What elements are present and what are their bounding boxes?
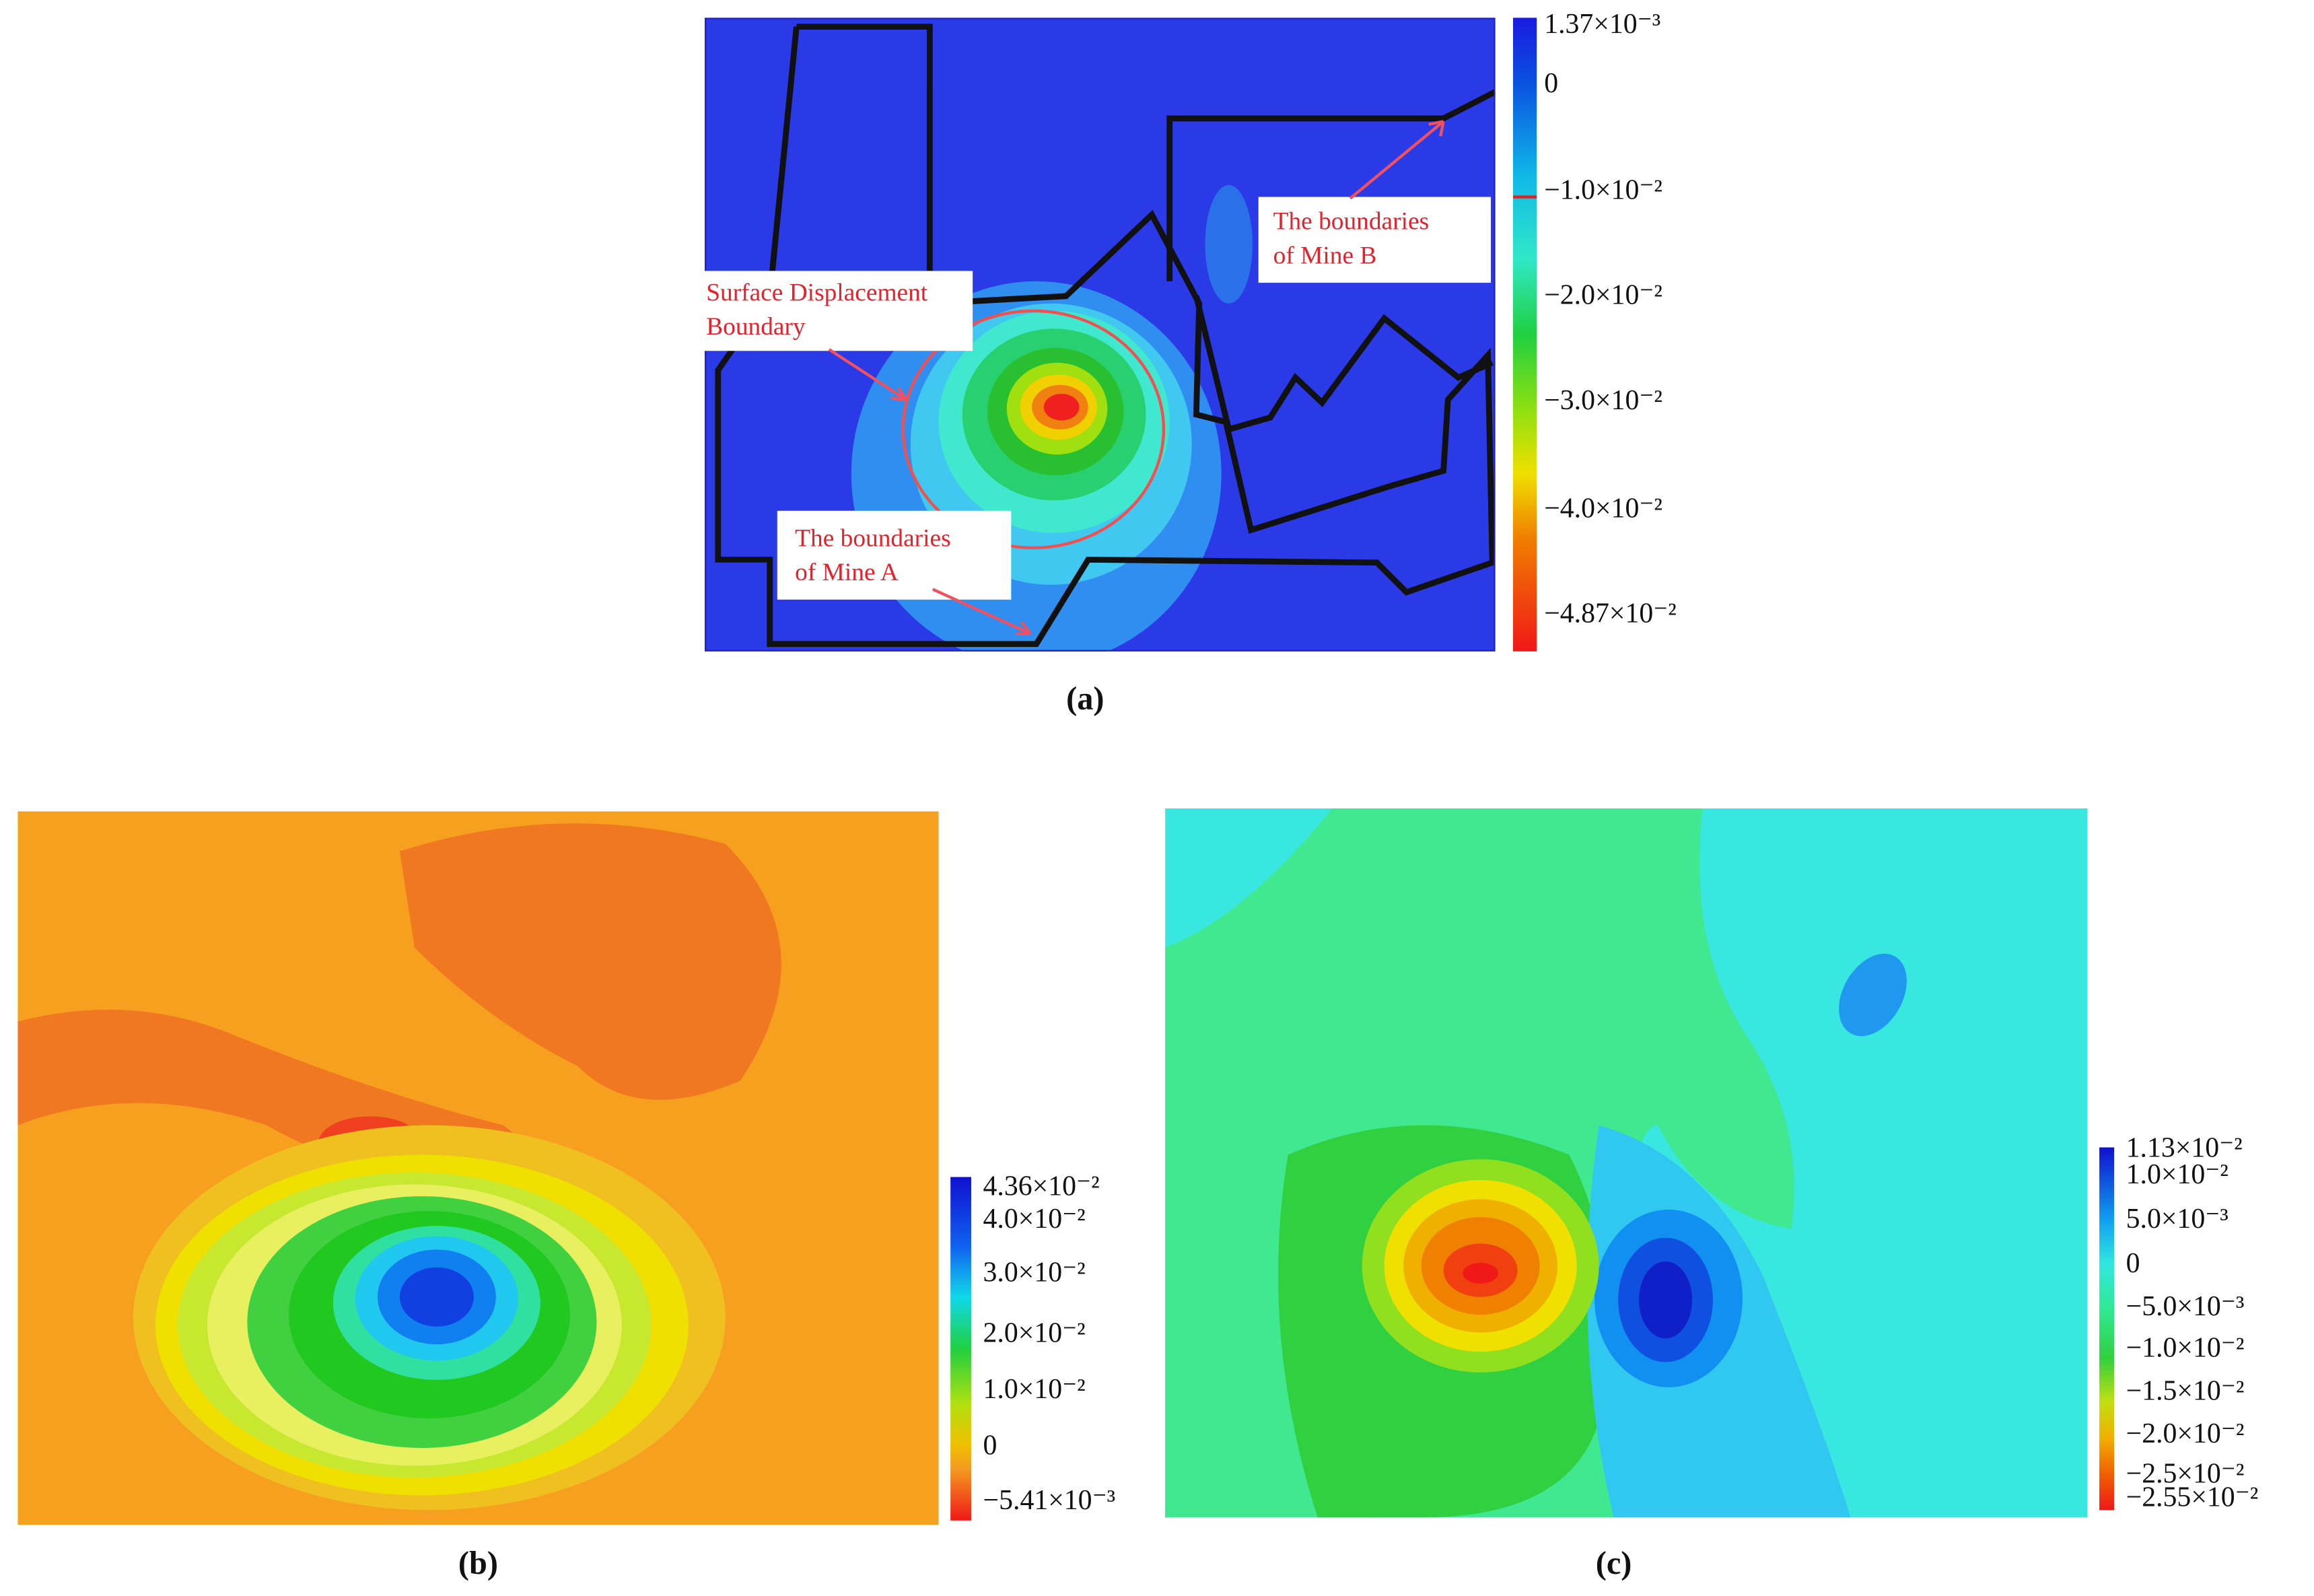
colorbar-label: 1.13×10⁻² xyxy=(2126,1133,2243,1164)
colorbar-label: 4.36×10⁻² xyxy=(983,1171,1100,1202)
colorbar-label: −4.87×10⁻² xyxy=(1544,598,1677,629)
colorbar-label: −2.55×10⁻² xyxy=(2126,1482,2259,1513)
annotation-box xyxy=(1258,197,1492,283)
annotation: Boundary xyxy=(706,313,806,341)
colorbar-label: 0 xyxy=(2126,1248,2140,1279)
colorbar-label: 0 xyxy=(983,1430,997,1461)
colorbar-label: −1.5×10⁻² xyxy=(2126,1375,2245,1406)
colorbar-label: 1.0×10⁻² xyxy=(983,1374,1086,1405)
colorbar-label: −5.0×10⁻³ xyxy=(2126,1291,2245,1322)
map-c xyxy=(1165,808,2088,1518)
colorbar-label: 3.0×10⁻² xyxy=(983,1257,1086,1288)
annotation: The boundaries xyxy=(1273,208,1429,236)
colorbar-label: −2.0×10⁻² xyxy=(1544,280,1662,311)
colorbar-label: −1.0×10⁻² xyxy=(2126,1332,2245,1363)
colorbar-label: −2.5×10⁻² xyxy=(2126,1458,2245,1489)
annotation-arrows xyxy=(828,120,1445,635)
panel-caption: (b) xyxy=(458,1546,498,1581)
colorbar-label: −2.0×10⁻² xyxy=(2126,1418,2245,1449)
colorbar-label: −4.0×10⁻² xyxy=(1544,493,1662,524)
colorbar-label: 2.0×10⁻² xyxy=(983,1317,1086,1348)
annotation: of Mine B xyxy=(1273,242,1377,269)
panel-caption: (c) xyxy=(1596,1546,1632,1581)
panel-caption: (a) xyxy=(1066,681,1104,717)
colorbar-label: 5.0×10⁻³ xyxy=(2126,1204,2229,1235)
map-a xyxy=(705,18,1496,652)
colorbar xyxy=(1513,18,1537,652)
annotation-box xyxy=(700,271,973,351)
map-b xyxy=(17,811,939,1525)
colorbar-label: 1.37×10⁻³ xyxy=(1544,9,1660,40)
colorbar-label: −1.0×10⁻² xyxy=(1544,175,1662,206)
annotation: The boundaries xyxy=(795,524,950,552)
colorbar-label: 1.0×10⁻² xyxy=(2126,1159,2229,1190)
colorbar xyxy=(2099,1147,2115,1511)
annotation-box xyxy=(777,510,1012,600)
colorbar xyxy=(950,1177,971,1521)
colorbar-label: −3.0×10⁻² xyxy=(1544,385,1662,416)
colorbar-label: 0 xyxy=(1544,68,1558,99)
colorbar-label: −5.41×10⁻³ xyxy=(983,1485,1116,1516)
colorbar-label: 4.0×10⁻² xyxy=(983,1204,1086,1235)
annotation: of Mine A xyxy=(795,559,899,586)
annotation: Surface Displacement xyxy=(706,279,928,306)
